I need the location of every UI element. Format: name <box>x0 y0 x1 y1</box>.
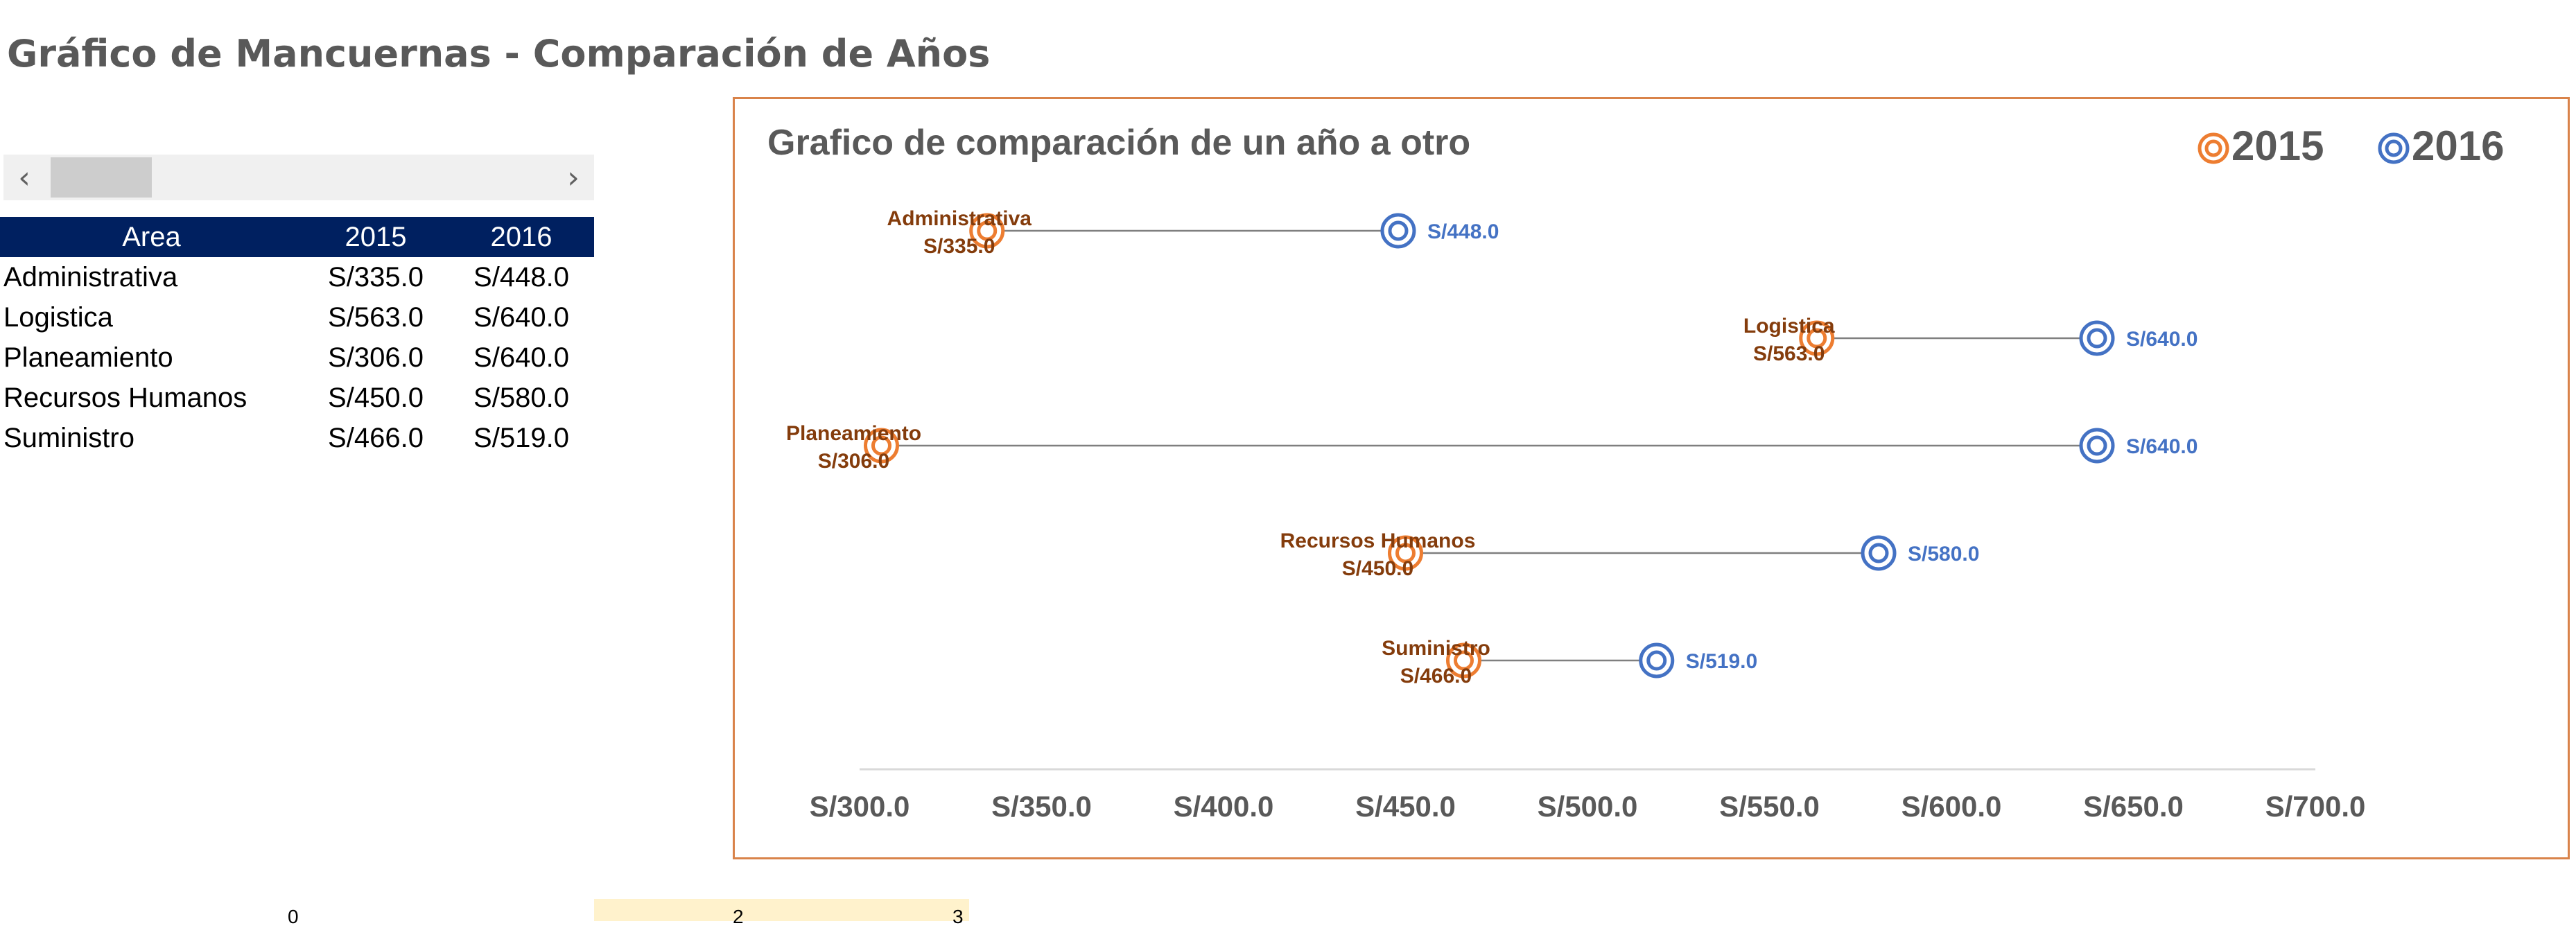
data-label-2016: S/640.0 <box>2126 328 2198 351</box>
data-point-2016[interactable] <box>1639 642 1675 679</box>
category-label: Logistica <box>1743 315 1835 338</box>
chart-title: Grafico de comparación de un año a otro <box>767 123 1470 163</box>
data-point-inner-2015 <box>1454 650 1474 671</box>
x-tick-label: S/600.0 <box>1901 790 2002 823</box>
header-area[interactable]: Area <box>0 217 303 257</box>
category-label: Administrativa <box>887 207 1032 230</box>
highlighted-cells[interactable] <box>594 899 969 921</box>
data-label-2015: S/335.0 <box>923 235 995 258</box>
data-point-2015[interactable] <box>1446 642 1481 679</box>
category-label: Planeamiento <box>786 422 921 445</box>
bottom-cell-value[interactable]: 0 <box>288 906 299 927</box>
data-point-inner-2016 <box>1868 543 1889 563</box>
legend-marker-inner-2016 <box>2385 139 2403 157</box>
data-point-inner-2015 <box>1395 543 1416 563</box>
data-point-2015[interactable] <box>864 428 899 464</box>
legend-label-2016: 2016 <box>2412 123 2504 169</box>
x-tick-label: S/500.0 <box>1538 790 1638 823</box>
data-label-2016: S/448.0 <box>1427 220 1499 243</box>
table-header-row: Area 2015 2016 <box>0 217 594 257</box>
cell-2016[interactable]: S/640.0 <box>473 301 569 333</box>
data-point-inner-2015 <box>871 435 891 456</box>
data-point-2016[interactable] <box>2079 428 2115 464</box>
horizontal-scrollbar[interactable]: ‹ › <box>3 155 594 200</box>
chevron-right-icon[interactable]: › <box>567 159 580 195</box>
bottom-row: 0 2 3 <box>0 899 2576 927</box>
data-point-2016[interactable] <box>1861 535 1897 571</box>
cell-2016[interactable]: S/448.0 <box>473 261 569 292</box>
category-label: Suministro <box>1382 637 1490 660</box>
cell-2016[interactable]: S/580.0 <box>473 382 569 413</box>
bottom-cell-value[interactable]: 2 <box>733 906 744 927</box>
data-label-2016: S/519.0 <box>1686 650 1757 673</box>
header-2016[interactable]: 2016 <box>449 217 594 257</box>
cell-area[interactable]: Planeamiento <box>3 342 173 373</box>
data-label-2015: S/450.0 <box>1342 557 1413 580</box>
x-tick-label: S/700.0 <box>2265 790 2366 823</box>
data-point-2015[interactable] <box>1388 535 1423 571</box>
table-row: Suministro S/466.0 S/519.0 <box>0 418 594 458</box>
x-tick-label: S/550.0 <box>1719 790 1820 823</box>
data-point-inner-2016 <box>1646 650 1667 671</box>
data-point-inner-2016 <box>2087 328 2107 349</box>
data-label-2015: S/563.0 <box>1753 342 1825 365</box>
data-label-2015: S/306.0 <box>818 450 889 473</box>
category-label: Recursos Humanos <box>1280 529 1476 552</box>
table-row: Logistica S/563.0 S/640.0 <box>0 297 594 338</box>
chevron-left-icon[interactable]: ‹ <box>18 159 31 195</box>
legend-label-2015: 2015 <box>2231 123 2324 169</box>
data-point-inner-2015 <box>977 220 998 241</box>
data-point-2016[interactable] <box>2079 320 2115 356</box>
data-table: Area 2015 2016 Administrativa S/335.0 S/… <box>0 217 594 458</box>
dumbbell-chart[interactable]: Grafico de comparación de un año a otro 2… <box>733 97 2570 859</box>
x-tick-label: S/300.0 <box>810 790 910 823</box>
cell-area[interactable]: Administrativa <box>3 261 178 292</box>
cell-2016[interactable]: S/519.0 <box>473 422 569 453</box>
data-label-2016: S/640.0 <box>2126 435 2198 458</box>
x-tick-label: S/450.0 <box>1355 790 1456 823</box>
cell-2015[interactable]: S/306.0 <box>328 342 424 373</box>
data-point-2015[interactable] <box>969 213 1005 249</box>
data-label-2016: S/580.0 <box>1908 543 1979 566</box>
header-2015[interactable]: 2015 <box>303 217 449 257</box>
table-row: Administrativa S/335.0 S/448.0 <box>0 257 594 297</box>
data-point-2016[interactable] <box>1380 213 1416 249</box>
cell-2015[interactable]: S/335.0 <box>328 261 424 292</box>
cell-area[interactable]: Recursos Humanos <box>3 382 247 413</box>
scrollbar-thumb[interactable] <box>51 157 152 198</box>
x-tick-label: S/350.0 <box>991 790 1092 823</box>
table-row: Planeamiento S/306.0 S/640.0 <box>0 338 594 378</box>
chart-area[interactable] <box>733 97 2570 859</box>
data-point-inner-2016 <box>2087 435 2107 456</box>
cell-area[interactable]: Suministro <box>3 422 134 453</box>
table-row: Recursos Humanos S/450.0 S/580.0 <box>0 378 594 418</box>
cell-2015[interactable]: S/450.0 <box>328 382 424 413</box>
data-point-inner-2015 <box>1807 328 1827 349</box>
cell-2016[interactable]: S/640.0 <box>473 342 569 373</box>
data-point-inner-2016 <box>1388 220 1409 241</box>
x-tick-label: S/400.0 <box>1174 790 1274 823</box>
data-point-2015[interactable] <box>1799 320 1835 356</box>
sheet-title: Gráfico de Mancuernas - Comparación de A… <box>7 32 991 76</box>
cell-area[interactable]: Logistica <box>3 301 113 333</box>
cell-2015[interactable]: S/466.0 <box>328 422 424 453</box>
cell-2015[interactable]: S/563.0 <box>328 301 424 333</box>
bottom-cell-value[interactable]: 3 <box>952 906 964 927</box>
x-tick-label: S/650.0 <box>2083 790 2184 823</box>
data-label-2015: S/466.0 <box>1400 665 1472 688</box>
legend-marker-2016 <box>2378 132 2410 164</box>
legend-marker-2015 <box>2198 132 2229 164</box>
legend-marker-inner-2015 <box>2204 139 2222 157</box>
